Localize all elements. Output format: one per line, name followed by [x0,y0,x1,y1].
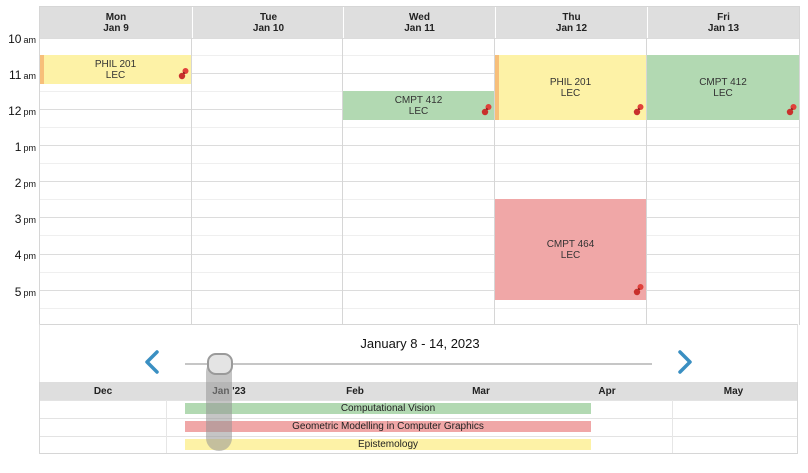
grid-line [40,127,799,128]
day-weekday: Thu [562,12,581,23]
event-phil201-thu[interactable]: PHIL 201 LEC [495,55,646,120]
day-header-tue: Tue Jan 10 [192,7,344,38]
pushpin-icon[interactable] [633,283,645,297]
event-course: PHIL 201 [94,58,137,70]
event-stripe [495,55,499,120]
time-label-1pm: 1 pm [14,140,36,154]
event-type: LEC [560,87,581,99]
day-date: Jan 11 [404,23,435,34]
timeline-row-line [40,400,797,401]
term-timeline: Dec Jan '23 Feb Mar Apr May Computationa… [39,382,798,454]
week-navigation [39,324,798,382]
grid-line [40,217,799,218]
timeline-column-line [166,400,167,453]
event-course: CMPT 412 [394,94,443,106]
event-type: LEC [560,249,581,261]
timeline-column-line [672,400,673,453]
course-bar-epistemology[interactable]: Epistemology [185,439,591,450]
time-label-5pm: 5 pm [14,285,36,299]
grid-line [40,235,799,236]
week-calendar: Mon Jan 9 Tue Jan 10 Wed Jan 11 Thu Jan … [39,6,800,325]
grid-line [40,181,799,182]
chevron-right-icon[interactable] [676,349,694,375]
month-label: Mar [472,386,490,397]
grid-line [40,272,799,273]
column-divider [494,38,495,325]
event-course: CMPT 412 [699,76,747,88]
grid-line [40,38,799,39]
month-label: Feb [346,386,364,397]
day-header-wed: Wed Jan 11 [343,7,495,38]
grid-line [40,163,799,164]
pushpin-icon[interactable] [481,103,493,117]
event-cmpt464-thu[interactable]: CMPT 464 LEC [495,199,646,300]
chevron-left-icon[interactable] [143,349,161,375]
grid-line [40,199,799,200]
event-course: PHIL 201 [549,76,592,88]
time-label-3pm: 3 pm [14,212,36,226]
column-divider [646,38,647,325]
event-cmpt412-fri[interactable]: CMPT 412 LEC [647,55,799,120]
time-label-2pm: 2 pm [14,176,36,190]
day-weekday: Tue [259,12,278,23]
day-header-fri: Fri Jan 13 [647,7,799,38]
event-type: LEC [713,87,733,99]
grid-line [40,254,799,255]
time-label-10am: 10 am [8,32,36,46]
month-label: Dec [93,386,113,397]
month-label: May [723,386,744,397]
time-label-12pm: 12 pm [8,104,36,118]
time-label-11am: 11 am [9,68,36,82]
day-weekday: Wed [409,12,430,23]
pushpin-icon[interactable] [786,103,798,117]
day-date: Jan 13 [707,23,740,34]
event-type: LEC [105,69,126,81]
event-stripe [40,55,44,84]
day-date: Jan 12 [555,23,588,34]
course-bar-computational-vision[interactable]: Computational Vision [185,403,591,414]
timeline-row-line [40,418,797,419]
day-header-row: Mon Jan 9 Tue Jan 10 Wed Jan 11 Thu Jan … [40,7,799,38]
grid-line [40,55,799,56]
grid-line [40,73,799,74]
column-divider [191,38,192,325]
timeline-row-line [40,436,797,437]
pushpin-icon[interactable] [178,67,190,81]
grid-line [40,308,799,309]
pushpin-icon[interactable] [633,103,645,117]
day-header-thu: Thu Jan 12 [495,7,647,38]
column-divider [342,38,343,325]
week-range-label: January 8 - 14, 2023 [360,336,480,351]
course-bar-geometric-modelling[interactable]: Geometric Modelling in Computer Graphics [185,421,591,432]
day-date: Jan 10 [252,23,285,34]
week-slider-handle[interactable] [206,353,233,451]
event-phil201-mon[interactable]: PHIL 201 LEC [40,55,191,84]
time-label-4pm: 4 pm [14,248,36,262]
slider-knob[interactable] [207,353,233,375]
month-label: Apr [598,386,616,397]
day-weekday: Fri [717,12,730,23]
week-slider-track[interactable] [185,363,652,365]
day-date: Jan 9 [103,23,129,34]
month-header-row: Dec Jan '23 Feb Mar Apr May [40,382,797,400]
event-type: LEC [408,105,429,117]
day-weekday: Mon [105,12,127,23]
event-course: CMPT 464 [546,238,595,250]
day-header-mon: Mon Jan 9 [40,7,192,38]
event-cmpt412-wed[interactable]: CMPT 412 LEC [343,91,494,120]
grid-line [40,290,799,291]
grid-line [40,145,799,146]
